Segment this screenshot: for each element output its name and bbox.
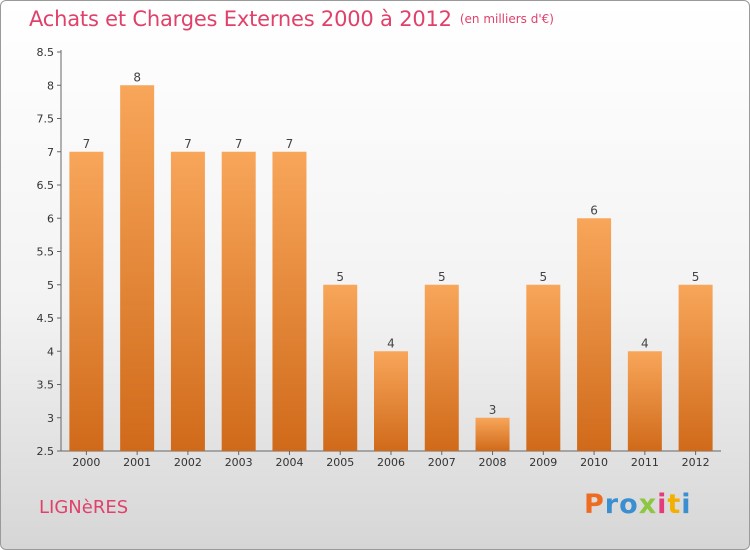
- bar: [678, 284, 713, 451]
- bar-value-label: 7: [184, 137, 192, 151]
- x-tick-label: 2000: [72, 456, 100, 469]
- bar-value-label: 4: [387, 336, 395, 350]
- x-tick-label: 2012: [682, 456, 710, 469]
- y-tick-label: 8: [47, 79, 54, 92]
- y-tick-label: 3: [47, 412, 54, 425]
- x-tick-label: 2006: [377, 456, 405, 469]
- bar-value-label: 5: [438, 270, 446, 284]
- bar-value-label: 7: [235, 137, 243, 151]
- x-tick-label: 2004: [275, 456, 303, 469]
- proxiti-logo[interactable]: Proxiti: [584, 489, 692, 520]
- logo-letter: P: [584, 489, 605, 520]
- bar-value-label: 8: [133, 70, 141, 84]
- y-tick-label: 6.5: [37, 179, 55, 192]
- bar: [374, 351, 408, 451]
- bar-value-label: 6: [590, 203, 598, 217]
- chart-title-block: Achats et Charges Externes 2000 à 2012 (e…: [29, 7, 554, 31]
- x-tick-label: 2011: [631, 456, 659, 469]
- bar: [170, 151, 205, 451]
- bar: [120, 85, 155, 451]
- logo-letter: r: [604, 489, 620, 520]
- bar: [272, 151, 307, 451]
- x-tick-label: 2009: [529, 456, 557, 469]
- chart-unit: (en milliers d'€): [459, 12, 554, 26]
- y-tick-label: 7: [47, 146, 54, 159]
- bar-value-label: 4: [641, 336, 649, 350]
- bar: [475, 417, 510, 451]
- logo-letter: i: [681, 489, 692, 520]
- y-tick-label: 7.5: [37, 113, 55, 126]
- bar-value-label: 7: [83, 137, 91, 151]
- x-tick-label: 2001: [123, 456, 151, 469]
- bar: [627, 351, 662, 451]
- bar: [221, 151, 256, 451]
- y-tick-label: 2.5: [37, 445, 55, 458]
- y-tick-label: 4: [47, 345, 54, 358]
- bar: [323, 284, 358, 451]
- x-tick-label: 2003: [225, 456, 253, 469]
- y-tick-label: 5.5: [37, 246, 55, 259]
- logo-letter: i: [657, 489, 668, 520]
- y-tick-label: 3.5: [37, 379, 55, 392]
- logo-letter: o: [619, 489, 639, 520]
- bar: [577, 218, 612, 451]
- y-tick-label: 5: [47, 279, 54, 292]
- bar-value-label: 5: [336, 270, 344, 284]
- logo-letter: x: [638, 489, 658, 520]
- logo-letter: t: [667, 489, 682, 520]
- bar-value-label: 7: [286, 137, 294, 151]
- bar-value-label: 5: [539, 270, 547, 284]
- y-tick-label: 4.5: [37, 312, 55, 325]
- y-tick-label: 6: [47, 212, 54, 225]
- x-tick-label: 2007: [428, 456, 456, 469]
- x-tick-label: 2005: [326, 456, 354, 469]
- chart-title: Achats et Charges Externes 2000 à 2012: [29, 7, 452, 31]
- bar: [424, 284, 459, 451]
- bar: [69, 151, 104, 451]
- x-tick-label: 2010: [580, 456, 608, 469]
- x-tick-label: 2002: [174, 456, 202, 469]
- bar: [526, 284, 561, 451]
- bar-value-label: 3: [489, 403, 497, 417]
- y-tick-label: 8.5: [37, 46, 55, 59]
- x-tick-label: 2008: [479, 456, 507, 469]
- bar-value-label: 5: [692, 270, 700, 284]
- commune-name: LIGNèRES: [39, 497, 129, 518]
